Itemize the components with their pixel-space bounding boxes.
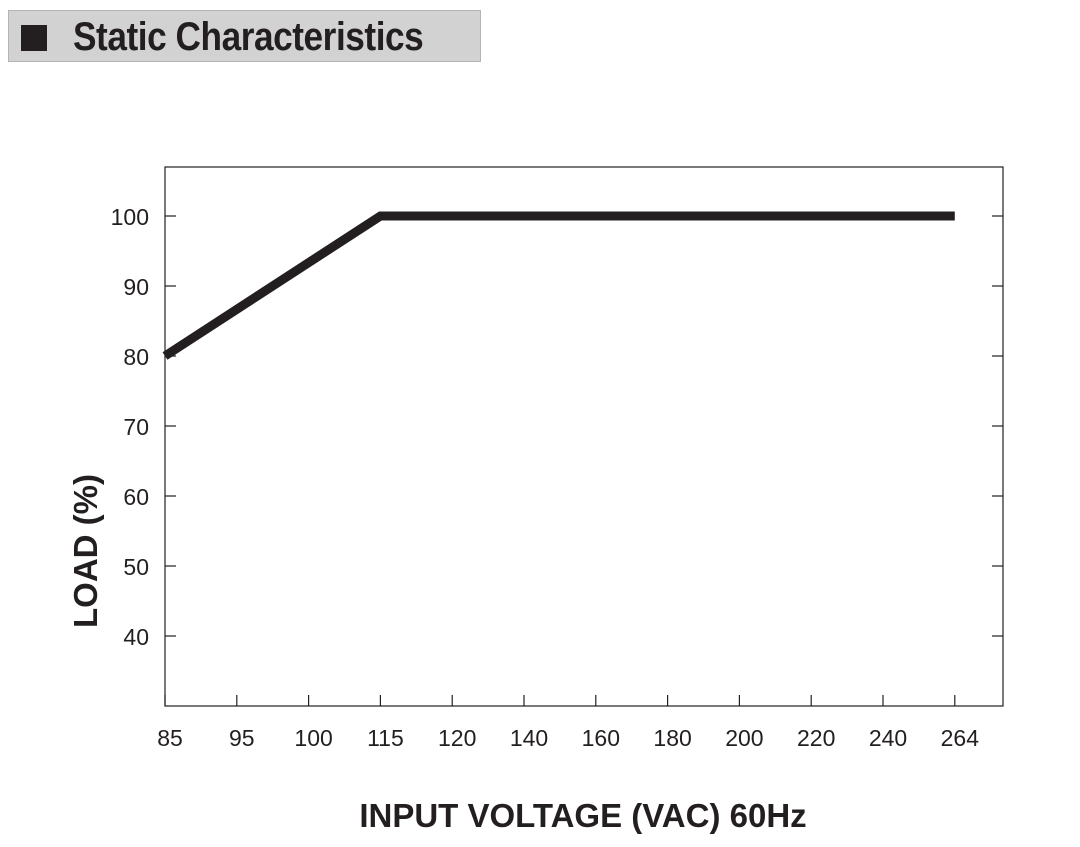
- x-tick-label: 95: [229, 725, 255, 751]
- x-tick-label: 160: [582, 725, 620, 751]
- page-title: Static Characteristics: [73, 15, 424, 59]
- y-tick-label: 50: [123, 554, 149, 580]
- y-tick-label: 100: [111, 204, 149, 230]
- x-tick-label: 240: [869, 725, 907, 751]
- x-tick-label: 115: [367, 725, 404, 751]
- x-axis-label: INPUT VOLTAGE (VAC) 60Hz: [359, 797, 806, 834]
- x-axis: 85 95 100 115 120 140 160 180 200 220 240 264: [157, 695, 979, 751]
- x-tick-label: 180: [653, 725, 691, 751]
- y-axis: 40 50 60 70 80 90 100: [111, 204, 1003, 650]
- title-banner: Static Characteristics: [8, 10, 481, 62]
- y-tick-label: 40: [123, 624, 149, 650]
- x-tick-label: 85: [157, 725, 183, 751]
- x-tick-label: 220: [797, 725, 835, 751]
- series-line: [162, 211, 955, 360]
- y-tick-label: 90: [123, 274, 149, 300]
- y-axis-label: LOAD (%): [67, 474, 104, 628]
- x-tick-label: 264: [941, 725, 980, 751]
- plot-frame: [164, 166, 1004, 707]
- y-tick-label: 80: [123, 344, 149, 370]
- x-tick-label: 120: [438, 725, 476, 751]
- bullet-square-icon: [21, 25, 47, 51]
- y-tick-label: 60: [123, 484, 149, 510]
- x-tick-label: 100: [294, 725, 332, 751]
- y-tick-label: 70: [123, 414, 149, 440]
- x-tick-label: 140: [510, 725, 548, 751]
- x-tick-label: 200: [725, 725, 763, 751]
- series-layer: [162, 211, 955, 360]
